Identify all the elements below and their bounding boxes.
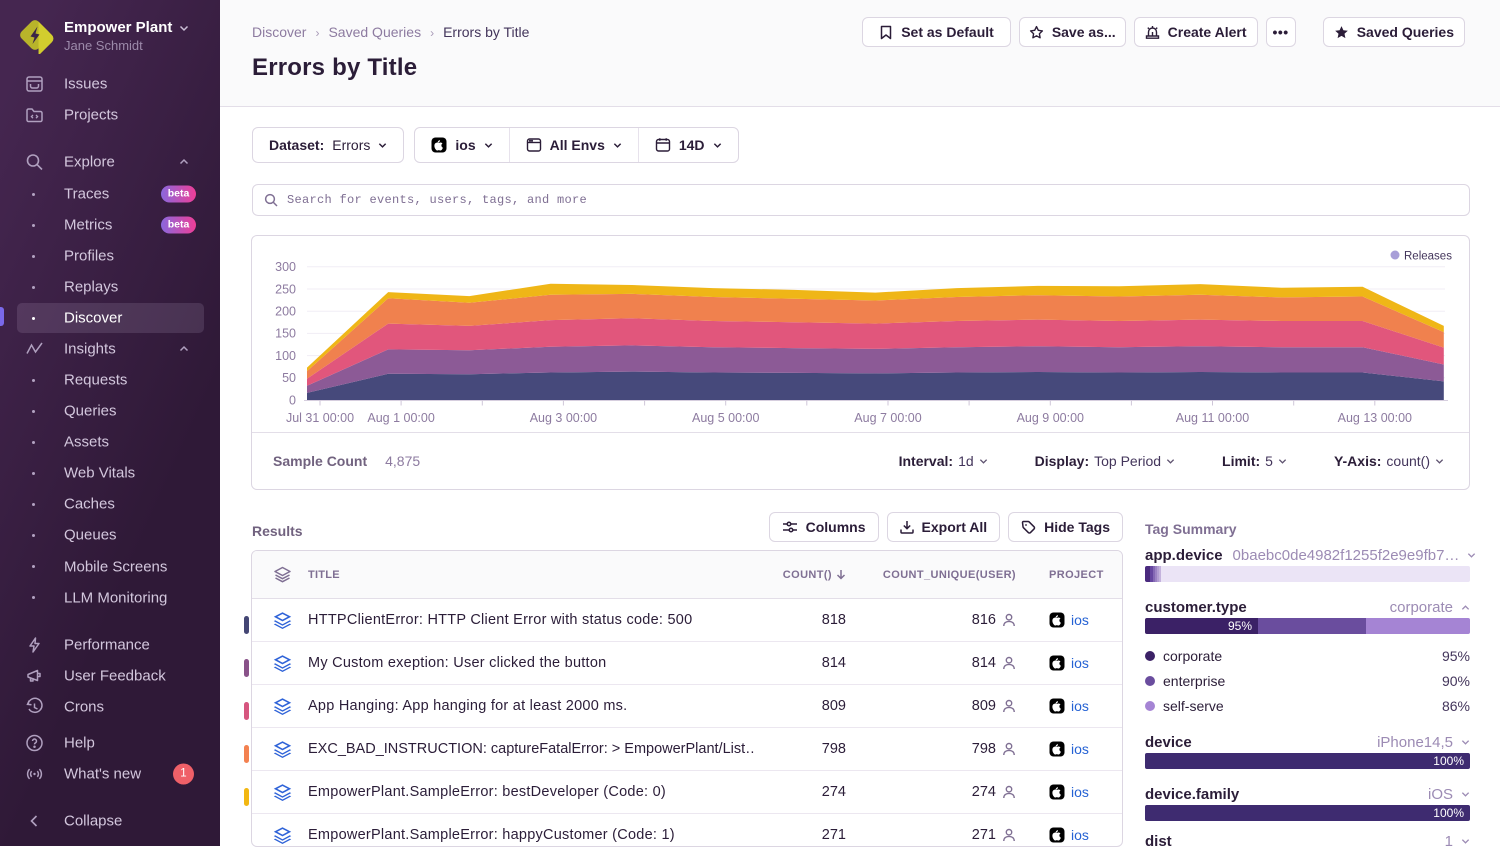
svg-text:250: 250 — [275, 282, 296, 296]
svg-text:Releases: Releases — [1404, 251, 1452, 263]
svg-text:Aug 5 00:00: Aug 5 00:00 — [692, 411, 759, 425]
svg-text:100: 100 — [275, 349, 296, 363]
svg-text:Aug 9 00:00: Aug 9 00:00 — [1017, 411, 1084, 425]
svg-text:Jul 31 00:00: Jul 31 00:00 — [286, 411, 354, 425]
svg-text:300: 300 — [275, 260, 296, 274]
svg-text:Aug 3 00:00: Aug 3 00:00 — [530, 411, 597, 425]
svg-text:0: 0 — [289, 393, 296, 407]
svg-text:Aug 13 00:00: Aug 13 00:00 — [1338, 411, 1412, 425]
svg-text:Aug 1 00:00: Aug 1 00:00 — [367, 411, 434, 425]
svg-text:200: 200 — [275, 305, 296, 319]
svg-text:50: 50 — [282, 371, 296, 385]
svg-text:Aug 11 00:00: Aug 11 00:00 — [1176, 411, 1249, 425]
svg-text:150: 150 — [275, 327, 296, 341]
svg-text:Aug 7 00:00: Aug 7 00:00 — [854, 411, 921, 425]
